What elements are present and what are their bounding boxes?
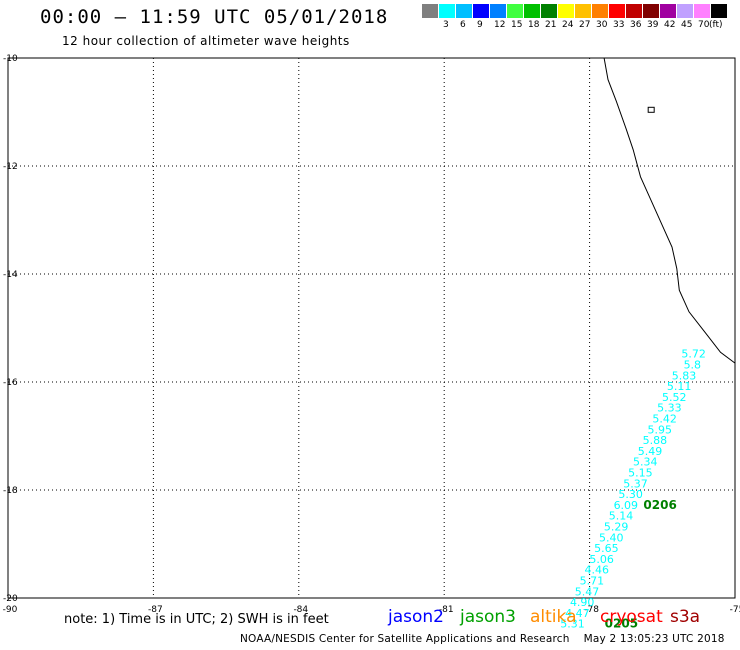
- pass-time-label: 0206: [643, 498, 676, 512]
- legend-swatch: [660, 4, 677, 18]
- legend-label: 39: [647, 20, 659, 30]
- satellite-name-s3a: s3a: [670, 607, 701, 627]
- wave-height-reading: 6.09: [614, 499, 639, 512]
- chart-subtitle: 12 hour collection of altimeter wave hei…: [62, 34, 350, 48]
- coastline: [603, 57, 736, 364]
- wave-height-reading: 5.33: [657, 402, 682, 415]
- legend-label: 36: [630, 20, 642, 30]
- legend-label: 30: [596, 20, 608, 30]
- map-frame: [7, 57, 736, 599]
- wave-height-reading: 5.37: [623, 477, 648, 490]
- lat-tick-label: -12: [3, 162, 18, 172]
- legend-label: 70: [698, 20, 710, 30]
- legend-swatch: [422, 4, 439, 18]
- wave-height-reading: 5.71: [580, 575, 605, 588]
- wave-height-reading: 5.65: [594, 542, 619, 555]
- footer-note: note: 1) Time is in UTC; 2) SWH is in fe…: [64, 612, 329, 627]
- legend-swatch: [456, 4, 473, 18]
- legend-swatch: [558, 4, 575, 18]
- legend-label: 45: [681, 20, 693, 30]
- legend-label: 24: [562, 20, 574, 30]
- wave-height-reading: 5.47: [575, 585, 600, 598]
- legend-swatch: [626, 4, 643, 18]
- chart-title: 00:00 – 11:59 UTC 05/01/2018: [40, 6, 389, 28]
- legend-swatch: [643, 4, 660, 18]
- legend-label: 42: [664, 20, 676, 30]
- wave-height-reading: 5.30: [618, 488, 643, 501]
- legend-swatch: [694, 4, 711, 18]
- wave-height-reading: 5.8: [684, 359, 702, 372]
- wave-height-reading: 5.72: [681, 348, 706, 361]
- credit-line: NOAA/NESDIS Center for Satellite Applica…: [240, 633, 725, 645]
- lat-tick-label: -20: [3, 594, 18, 604]
- wave-height-reading: 5.49: [638, 445, 663, 458]
- lon-tick-label: -78: [584, 605, 599, 615]
- wave-height-reading: 5.14: [609, 510, 634, 523]
- legend-swatch: [524, 4, 541, 18]
- legend-label: 6: [460, 20, 466, 30]
- satellite-name-altika: altika: [530, 607, 577, 627]
- legend-swatch: [677, 4, 694, 18]
- legend-label: 15: [511, 20, 523, 30]
- wave-height-reading: 5.06: [589, 553, 614, 566]
- small-island: [647, 106, 655, 113]
- legend-label: 33: [613, 20, 625, 30]
- legend-swatch: [507, 4, 524, 18]
- lat-tick-label: -18: [3, 486, 18, 496]
- legend-label: 21: [545, 20, 557, 30]
- legend-swatch: [439, 4, 456, 18]
- wave-height-reading: 5.83: [672, 369, 697, 382]
- wave-height-reading: 5.95: [647, 423, 672, 436]
- satellite-name-jason3: jason3: [460, 607, 516, 627]
- lat-tick-label: -10: [3, 54, 18, 64]
- legend-label: 9: [477, 20, 483, 30]
- wave-height-reading: 4.47: [565, 607, 590, 620]
- lon-tick-label: -81: [439, 605, 454, 615]
- generated-timestamp: May 2 13:05:23 UTC 2018: [583, 633, 725, 645]
- wave-height-reading: 5.31: [560, 618, 585, 631]
- legend-swatch: [473, 4, 490, 18]
- legend-label: 3: [443, 20, 449, 30]
- legend-swatch: [541, 4, 558, 18]
- pass-time-label: 0205: [605, 617, 638, 631]
- wave-height-reading: 5.52: [662, 391, 687, 404]
- satellite-name-cryosat: cryosat: [600, 607, 663, 627]
- wave-height-reading: 5.34: [633, 456, 658, 469]
- wave-height-reading: 5.40: [599, 531, 624, 544]
- lon-tick-label: -75: [730, 605, 740, 615]
- lat-tick-label: -16: [3, 378, 18, 388]
- lon-tick-label: -84: [293, 605, 308, 615]
- wave-height-reading: 5.88: [643, 434, 668, 447]
- lon-tick-label: -87: [148, 605, 163, 615]
- legend-swatch: [711, 4, 728, 18]
- lat-tick-label: -14: [3, 270, 18, 280]
- satellite-name-jason2: jason2: [388, 607, 444, 627]
- legend-swatch: [609, 4, 626, 18]
- legend-unit: (ft): [709, 20, 723, 30]
- wave-height-reading: 5.29: [604, 521, 629, 534]
- color-legend: 3 6 9 12 15 18 21 24 27 30 33 36 39 42 45 70 (ft): [422, 4, 728, 32]
- legend-swatch: [490, 4, 507, 18]
- legend-label: 12: [494, 20, 506, 30]
- legend-label: 27: [579, 20, 591, 30]
- legend-swatch: [592, 4, 609, 18]
- credit-text: NOAA/NESDIS Center for Satellite Applica…: [240, 633, 570, 645]
- wave-height-reading: 5.42: [652, 413, 677, 426]
- wave-height-reading: 4.46: [584, 564, 609, 577]
- wave-height-reading: 5.15: [628, 467, 653, 480]
- legend-labels: 3 6 9 12 15 18 21 24 27 30 33 36 39 42 45 70 (ft): [422, 18, 728, 32]
- legend-label: 18: [528, 20, 540, 30]
- lon-tick-label: -90: [3, 605, 18, 615]
- wave-height-reading: 5.11: [667, 380, 692, 393]
- legend-swatch: [575, 4, 592, 18]
- legend-swatches: [422, 4, 728, 18]
- wave-height-reading: 4.90: [570, 596, 595, 609]
